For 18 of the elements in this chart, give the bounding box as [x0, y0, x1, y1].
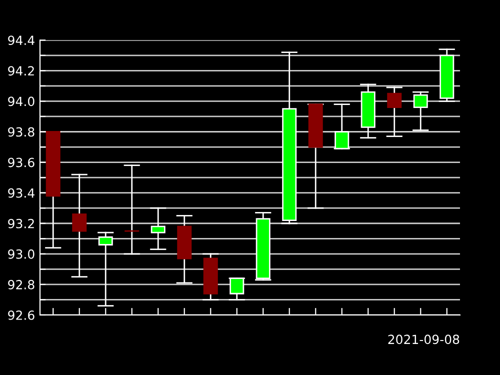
candlestick: [387, 86, 402, 138]
y-tick-label: 93.4: [8, 188, 34, 198]
candlestick: [413, 91, 428, 131]
y-tick-label: 93.2: [8, 218, 34, 228]
y-tick-label: 92.8: [8, 280, 34, 290]
candlestick: [230, 278, 244, 300]
candlestick: [124, 164, 140, 255]
x-axis-title: 2021-09-08: [388, 334, 460, 344]
candlestick: [334, 104, 350, 150]
y-tick-label: 92.6: [8, 310, 34, 320]
candlestick: [72, 174, 87, 278]
y-tick-label: 94.0: [8, 96, 34, 106]
candlestick: [150, 207, 166, 250]
y-tick-label: 94.2: [8, 66, 34, 76]
y-tick-label: 93.0: [8, 249, 34, 259]
y-tick-label: 94.4: [8, 36, 34, 46]
y-tick-label: 93.8: [8, 127, 34, 137]
y-tick-label: 93.6: [8, 158, 34, 168]
